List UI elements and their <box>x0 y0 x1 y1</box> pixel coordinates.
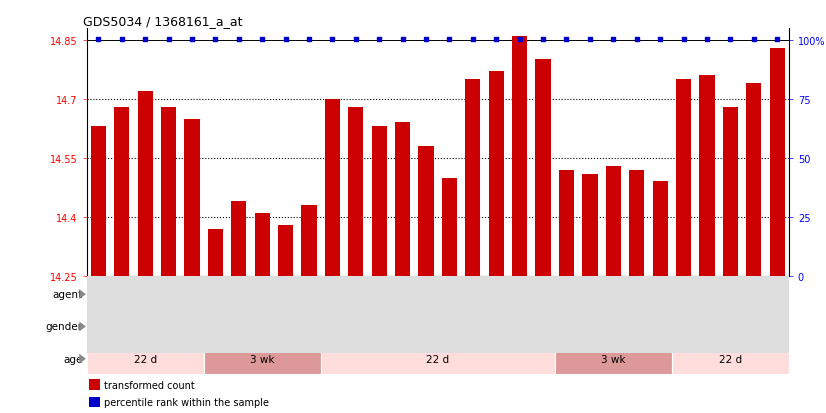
Point <box>606 37 620 43</box>
Text: percentile rank within the sample: percentile rank within the sample <box>104 397 269 407</box>
Bar <box>254 214 270 276</box>
Point <box>209 37 222 43</box>
Point <box>373 37 386 43</box>
Bar <box>676 80 691 276</box>
Bar <box>489 72 504 276</box>
Text: transformed count: transformed count <box>104 380 195 389</box>
Point <box>630 37 643 43</box>
Point <box>302 37 316 43</box>
Point <box>724 37 737 43</box>
Point <box>443 37 456 43</box>
Text: age: age <box>64 354 83 364</box>
Bar <box>89 397 100 407</box>
Bar <box>672 311 789 342</box>
Point <box>583 37 596 43</box>
Bar <box>114 107 130 276</box>
Point <box>466 37 479 43</box>
Bar <box>89 379 100 390</box>
Bar <box>582 174 597 276</box>
Bar <box>723 107 738 276</box>
Bar <box>372 127 387 276</box>
Text: agent: agent <box>53 290 83 299</box>
Point <box>420 37 433 43</box>
Bar <box>442 178 457 276</box>
Bar <box>512 37 527 276</box>
Point <box>771 37 784 43</box>
Bar <box>395 123 411 276</box>
Bar <box>700 76 714 276</box>
Bar <box>184 119 200 276</box>
Bar <box>161 107 176 276</box>
Bar <box>419 147 434 276</box>
Bar <box>87 311 320 342</box>
Point <box>279 37 292 43</box>
Bar <box>204 344 320 374</box>
Text: 3 wk: 3 wk <box>601 354 625 364</box>
Point <box>747 37 760 43</box>
Point <box>232 37 245 43</box>
Bar <box>91 127 106 276</box>
Text: GDS5034 / 1368161_a_at: GDS5034 / 1368161_a_at <box>83 15 243 28</box>
Point <box>560 37 573 43</box>
Point <box>185 37 198 43</box>
Point <box>162 37 175 43</box>
Bar <box>465 80 481 276</box>
Point <box>676 37 690 43</box>
Bar <box>278 225 293 276</box>
Bar <box>231 202 246 276</box>
Bar <box>208 229 223 276</box>
Point <box>255 37 268 43</box>
Bar <box>320 311 438 342</box>
Bar <box>672 344 789 374</box>
Bar <box>138 92 153 276</box>
Point <box>92 37 105 43</box>
Text: PBDE: PBDE <box>249 290 276 299</box>
Bar <box>438 279 789 310</box>
Bar <box>87 279 438 310</box>
Text: male: male <box>542 322 567 332</box>
Bar <box>559 170 574 276</box>
Point <box>115 37 129 43</box>
Bar <box>438 311 672 342</box>
Bar <box>87 344 204 374</box>
Bar <box>320 344 555 374</box>
Bar <box>653 182 667 276</box>
Point <box>396 37 410 43</box>
Bar <box>746 84 762 276</box>
Bar <box>325 100 340 276</box>
Text: 3 wk: 3 wk <box>250 354 274 364</box>
Text: untreated: untreated <box>587 290 639 299</box>
Text: female: female <box>712 322 748 332</box>
Bar <box>555 344 672 374</box>
Bar <box>629 170 644 276</box>
Point <box>537 37 550 43</box>
Text: gender: gender <box>45 322 83 332</box>
Point <box>349 37 363 43</box>
Bar <box>770 49 785 276</box>
Point <box>653 37 667 43</box>
Text: 22 d: 22 d <box>134 354 157 364</box>
Bar <box>605 166 621 276</box>
Bar <box>535 60 551 276</box>
Point <box>700 37 714 43</box>
Point <box>513 37 526 43</box>
Bar <box>349 107 363 276</box>
Text: female: female <box>361 322 397 332</box>
Point <box>139 37 152 43</box>
Text: male: male <box>191 322 216 332</box>
Text: 22 d: 22 d <box>719 354 742 364</box>
Point <box>325 37 339 43</box>
Bar <box>301 206 316 276</box>
Text: 22 d: 22 d <box>426 354 449 364</box>
Point <box>490 37 503 43</box>
